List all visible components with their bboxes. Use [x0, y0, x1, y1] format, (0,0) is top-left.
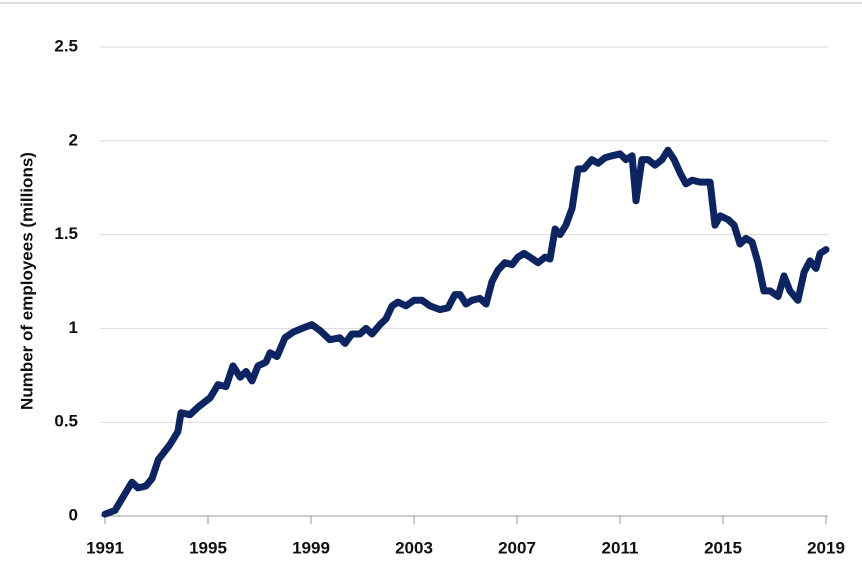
x-tick-label: 1991: [86, 538, 124, 557]
y-axis-label: Number of employees (millions): [17, 152, 36, 410]
y-tick-label: 1: [69, 318, 78, 337]
x-tick-label: 2003: [395, 538, 433, 557]
y-tick-label: 2.5: [54, 36, 78, 55]
x-tick-label: 2015: [704, 538, 742, 557]
x-tick-label: 1999: [292, 538, 330, 557]
y-tick-label: 0: [69, 505, 78, 524]
x-tick-label: 2019: [807, 538, 845, 557]
y-tick-label: 0.5: [54, 412, 78, 431]
y-tick-label: 1.5: [54, 224, 78, 243]
x-tick-label: 2007: [498, 538, 536, 557]
x-tick-label: 2011: [602, 538, 639, 557]
x-tick-label: 1995: [189, 538, 227, 557]
line-series: [101, 146, 830, 518]
y-tick-label: 2: [69, 130, 78, 149]
